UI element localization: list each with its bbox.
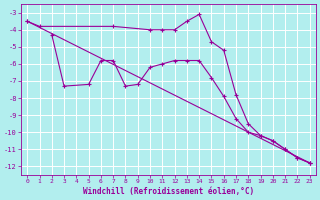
X-axis label: Windchill (Refroidissement éolien,°C): Windchill (Refroidissement éolien,°C) bbox=[83, 187, 254, 196]
